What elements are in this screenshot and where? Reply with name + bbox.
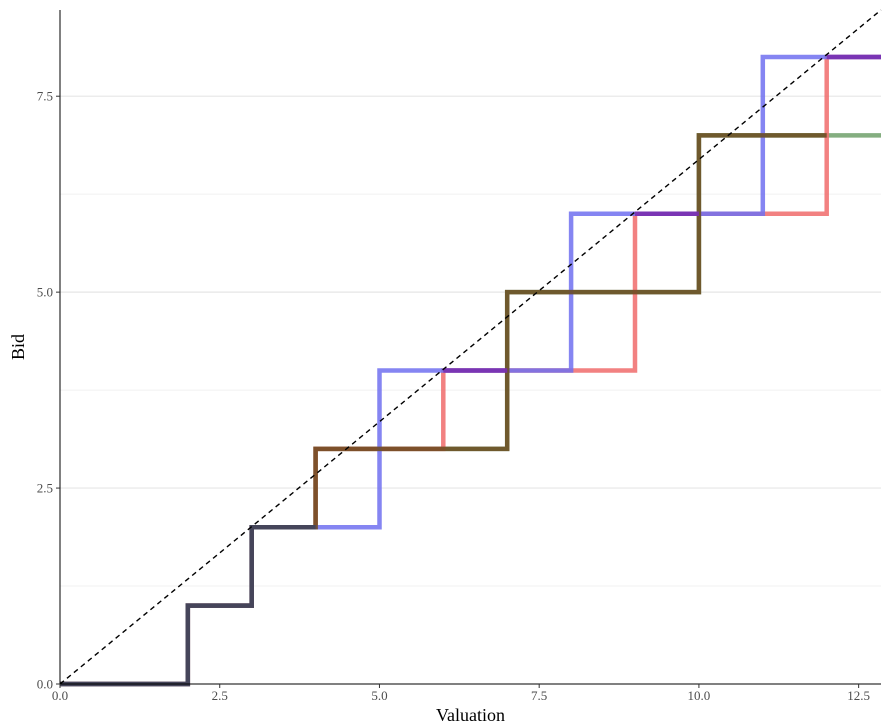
x-tick-label: 7.5 [531, 688, 547, 703]
y-tick-label: 5.0 [37, 285, 53, 300]
tick-labels: 0.0 2.5 5.0 7.5 10.0 12.5 0.0 2.5 5.0 7.5 [37, 89, 870, 703]
y-tick-label: 2.5 [37, 481, 53, 496]
dashed-reference-line [59, 9, 882, 685]
reference-line [59, 9, 882, 685]
series-0-line [60, 133, 881, 687]
x-tick-label: 12.5 [847, 688, 870, 703]
x-tick-label: 5.0 [371, 688, 387, 703]
series-5-line [60, 525, 316, 687]
x-axis-title: Valuation [436, 705, 505, 724]
series-lines [60, 54, 881, 687]
x-tick-label: 10.0 [688, 688, 711, 703]
y-tick-label: 0.0 [37, 677, 53, 692]
x-tick-label: 2.5 [212, 688, 228, 703]
x-tick-label: 0.0 [52, 688, 68, 703]
y-axis-title: Bid [8, 334, 28, 360]
y-tick-label: 7.5 [37, 89, 53, 104]
axes [59, 10, 881, 685]
grid-lines [60, 95, 881, 587]
